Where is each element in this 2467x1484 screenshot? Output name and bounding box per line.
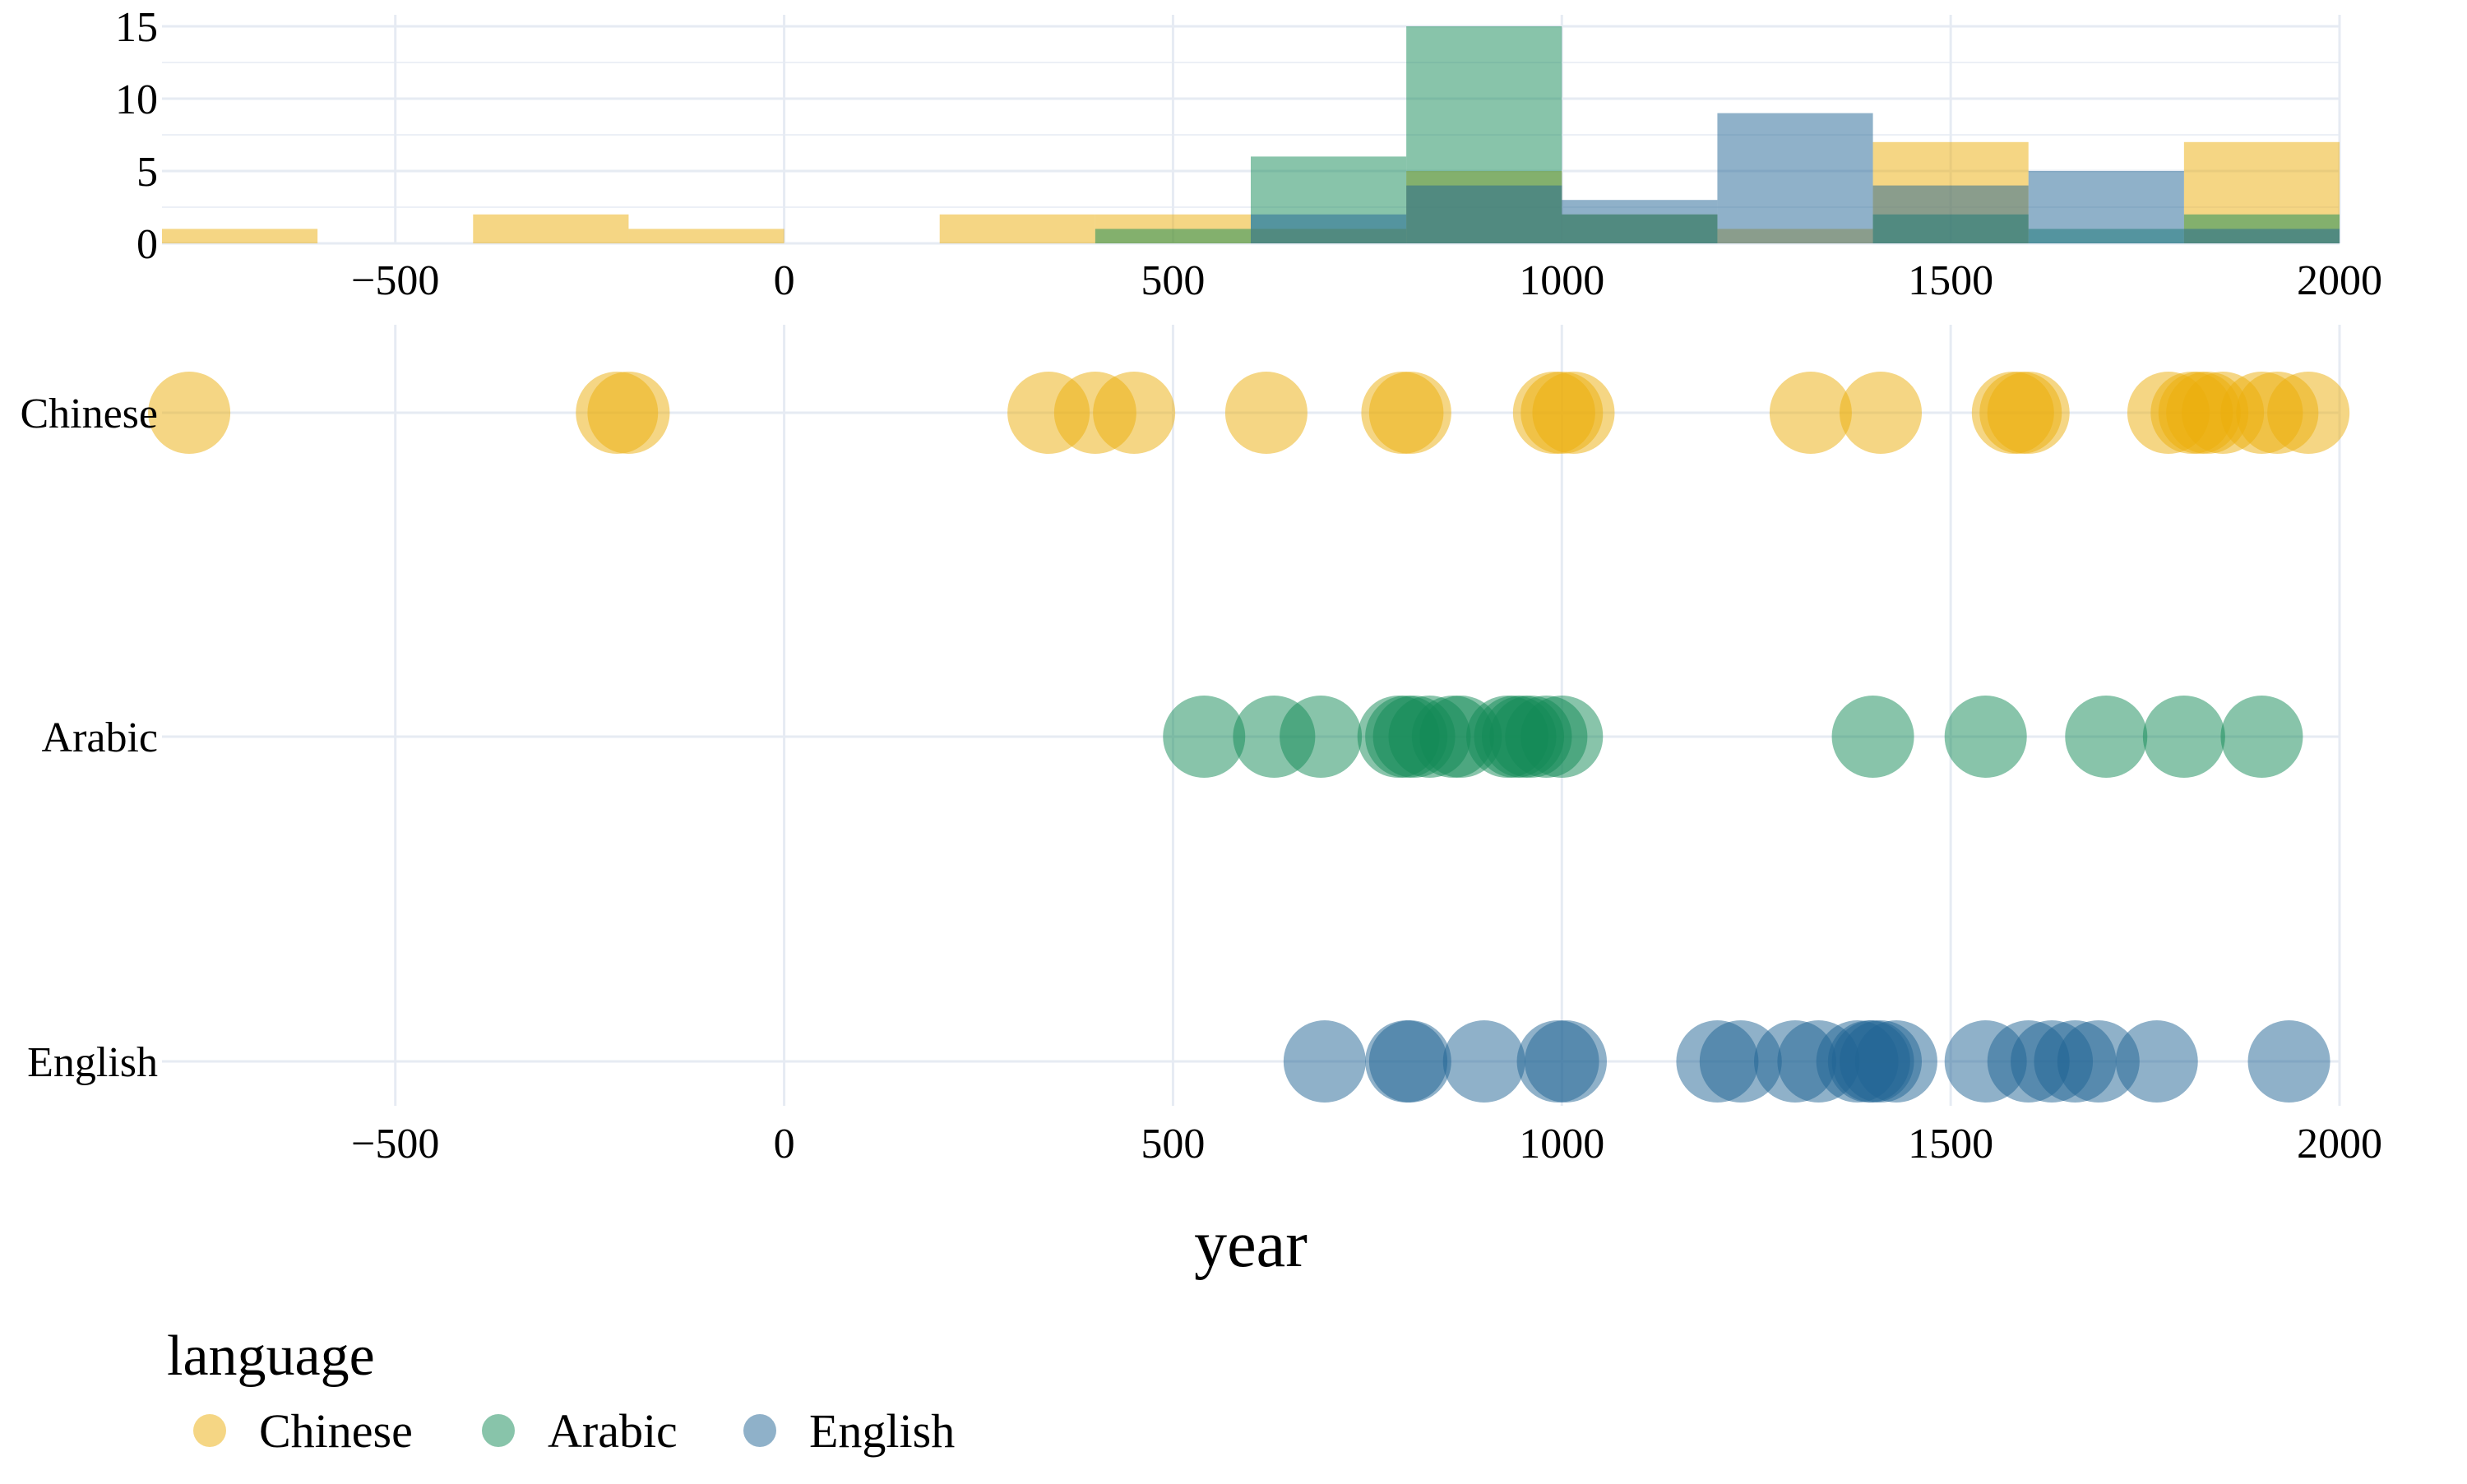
x-axis-title: year [1194,1209,1308,1281]
histogram-x-tick-label: 1000 [1519,257,1604,304]
strip-y-tick-label: Arabic [42,714,158,761]
strip-points [148,372,2350,1103]
strip-point [2247,1020,2330,1103]
histogram-x-tick-label: 0 [774,257,795,304]
strip-point [1987,372,2070,454]
legend: language Chinese Arabic English [167,1325,955,1458]
legend-item-english: English [743,1404,955,1458]
strip-point [1224,372,1308,454]
strip-point [2220,696,2303,778]
strip-y-tick-label: Chinese [20,391,158,437]
legend-item-chinese: Chinese [193,1404,413,1458]
legend-swatch [743,1414,776,1447]
histogram-bar [939,214,1095,243]
strip-series-chinese [148,372,2350,454]
strip-x-tick-label: 500 [1141,1121,1205,1167]
histogram-bar [1406,185,1562,243]
strip-point [1854,1020,1937,1103]
legend-label: English [809,1404,955,1458]
histogram-y-tick-label: 10 [115,76,158,123]
histogram-x-tick-label: 2000 [2297,257,2382,304]
strip-point [1769,372,1852,454]
strip-point [587,372,670,454]
histogram-y-tick-label: 15 [115,4,158,51]
legend-label: Arabic [548,1404,678,1458]
strip-x-tick-label: 2000 [2297,1121,2382,1167]
strip-point [2057,1020,2140,1103]
strip-point [1093,372,1176,454]
strip-y-tick-label: English [27,1039,158,1086]
strip-axis-labels: Chinese Arabic English −500 0 500 1000 1500 2000 [20,391,2382,1167]
legend-label: Chinese [259,1404,413,1458]
strip-point [2115,1020,2198,1103]
strip-x-tick-label: 1500 [1908,1121,1993,1167]
histogram-bar [1872,185,2029,243]
strip-x-tick-label: 1000 [1519,1121,1604,1167]
histogram-bar [2183,229,2340,243]
histogram-x-tick-label: 1500 [1908,257,1993,304]
histogram-bar [1562,200,1718,243]
histogram-bar [473,214,629,243]
strip-point [1944,696,2027,778]
histogram-bar [2028,171,2184,243]
histogram-bar [162,229,318,243]
histogram-y-tick-label: 0 [137,221,158,268]
histogram-bar [1095,229,1251,243]
strip-point [1163,696,1246,778]
histogram-x-tick-label: −500 [351,257,439,304]
legend-swatch [482,1414,515,1447]
strip-point [148,372,231,454]
histogram-bar [1251,214,1407,243]
histogram-x-tick-label: 500 [1141,257,1205,304]
strip-x-tick-label: 0 [774,1121,795,1167]
strip-point [1368,1020,1451,1103]
legend-title: language [167,1325,375,1388]
strip-point [1840,372,1923,454]
strip-point [2065,696,2148,778]
strip-series-english [1283,1020,2330,1103]
strip-point [1283,1020,1366,1103]
histogram-series-english [1251,113,2340,243]
strip-point [1831,696,1914,778]
strip-point [1532,372,1615,454]
strip-series-arabic [1163,696,2303,778]
histogram-y-tick-label: 5 [137,149,158,196]
strip-x-tick-label: −500 [351,1121,439,1167]
strip-point [1525,1020,1608,1103]
histogram-bar [628,229,785,243]
strip-point [1442,1020,1525,1103]
strip-point [2267,372,2350,454]
strip-point [1368,372,1451,454]
strip-point [1520,696,1604,778]
histogram-bar [1717,113,1873,243]
legend-swatch [193,1414,226,1447]
legend-item-arabic: Arabic [482,1404,678,1458]
histogram-axis-labels: 0 5 10 15 −500 0 500 1000 1500 2000 [115,4,2382,304]
strip-point [2142,696,2225,778]
strip-point [1280,696,1363,778]
histogram-bars [162,26,2340,243]
